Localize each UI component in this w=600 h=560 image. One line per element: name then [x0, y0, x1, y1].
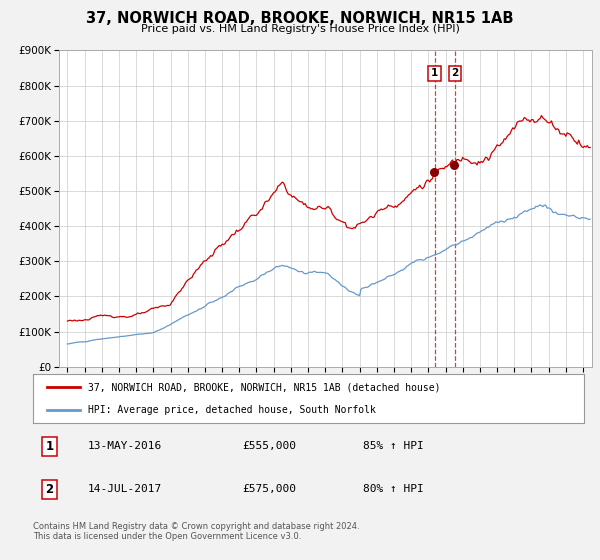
Text: 13-MAY-2016: 13-MAY-2016	[88, 441, 163, 451]
Text: 85% ↑ HPI: 85% ↑ HPI	[364, 441, 424, 451]
Text: £555,000: £555,000	[242, 441, 296, 451]
Text: 37, NORWICH ROAD, BROOKE, NORWICH, NR15 1AB: 37, NORWICH ROAD, BROOKE, NORWICH, NR15 …	[86, 11, 514, 26]
Text: 1: 1	[431, 68, 438, 78]
Text: £575,000: £575,000	[242, 484, 296, 494]
Text: 37, NORWICH ROAD, BROOKE, NORWICH, NR15 1AB (detached house): 37, NORWICH ROAD, BROOKE, NORWICH, NR15 …	[88, 382, 440, 393]
Text: 2: 2	[46, 483, 53, 496]
Text: 14-JUL-2017: 14-JUL-2017	[88, 484, 163, 494]
Text: 1: 1	[46, 440, 53, 453]
Text: HPI: Average price, detached house, South Norfolk: HPI: Average price, detached house, Sout…	[88, 405, 376, 415]
Text: 80% ↑ HPI: 80% ↑ HPI	[364, 484, 424, 494]
Text: Contains HM Land Registry data © Crown copyright and database right 2024.
This d: Contains HM Land Registry data © Crown c…	[33, 522, 359, 542]
Text: Price paid vs. HM Land Registry's House Price Index (HPI): Price paid vs. HM Land Registry's House …	[140, 24, 460, 34]
Text: 2: 2	[451, 68, 458, 78]
